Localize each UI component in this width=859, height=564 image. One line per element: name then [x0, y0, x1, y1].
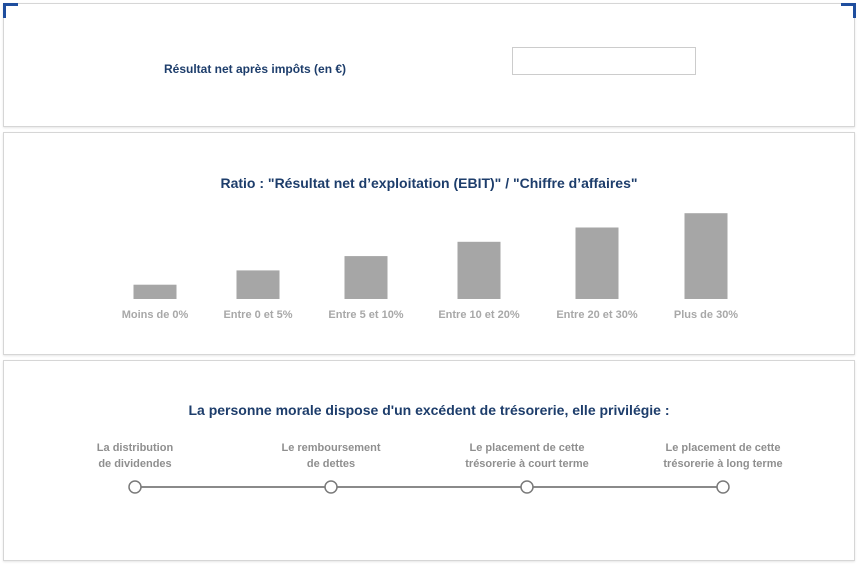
option-label-line: Le placement de cette: [665, 442, 781, 454]
slider-stop-long-term[interactable]: [716, 480, 730, 494]
treasury-option-label-dividends: La distribution de dividendes: [55, 440, 215, 472]
treasury-title: La personne morale dispose d'un excédent…: [188, 402, 670, 418]
ratio-bar-1[interactable]: [236, 270, 280, 299]
option-label-line: de dettes: [306, 458, 356, 470]
net-result-input[interactable]: [512, 47, 696, 75]
ratio-bar-4[interactable]: [575, 227, 619, 300]
treasury-card: La personne morale dispose d'un excédent…: [3, 360, 855, 561]
treasury-option-label-long-term: Le placement de cette trésorerie à long …: [643, 440, 803, 472]
ratio-bar-3[interactable]: [457, 241, 501, 299]
option-label-line: La distribution: [96, 442, 174, 454]
ratio-bar-label-0[interactable]: Moins de 0%: [122, 309, 189, 321]
ratio-bar-label-3[interactable]: Entre 10 et 20%: [438, 309, 520, 321]
slider-stop-dividends[interactable]: [128, 480, 142, 494]
treasury-option-label-short-term: Le placement de cette trésorerie à court…: [447, 440, 607, 472]
slider-stop-debt[interactable]: [324, 480, 338, 494]
ratio-bar-label-2[interactable]: Entre 5 et 10%: [328, 309, 403, 321]
slider-stop-short-term[interactable]: [520, 480, 534, 494]
ratio-bar-0[interactable]: [133, 284, 177, 299]
net-result-label: Résultat net après impôts (en €): [164, 62, 347, 76]
option-label-line: Le remboursement: [281, 442, 381, 454]
corner-marker-left: [3, 3, 18, 18]
ratio-bar-label-5[interactable]: Plus de 30%: [674, 309, 738, 321]
option-label-line: trésorerie à long terme: [663, 458, 783, 470]
treasury-option-label-debt: Le remboursement de dettes: [251, 440, 411, 472]
option-label-line: de dividendes: [98, 458, 172, 470]
ratio-bar-chart: Moins de 0% Entre 0 et 5% Entre 5 et 10% En…: [122, 213, 738, 321]
ratio-bar-5[interactable]: [684, 213, 728, 299]
option-label-line: trésorerie à court terme: [465, 458, 589, 470]
ratio-bar-2[interactable]: [344, 256, 388, 299]
ratio-bar-label-4[interactable]: Entre 20 et 30%: [556, 309, 638, 321]
net-result-card: Résultat net après impôts (en €): [3, 3, 855, 127]
treasury-slider[interactable]: [4, 361, 854, 560]
corner-marker-right: [841, 3, 856, 18]
option-label-line: Le placement de cette: [469, 442, 585, 454]
slider-track[interactable]: [135, 486, 723, 488]
ratio-bar-label-1[interactable]: Entre 0 et 5%: [223, 309, 292, 321]
ratio-card: Ratio : "Résultat net d’exploitation (EB…: [3, 132, 855, 355]
ratio-title: Ratio : "Résultat net d’exploitation (EB…: [220, 175, 638, 191]
